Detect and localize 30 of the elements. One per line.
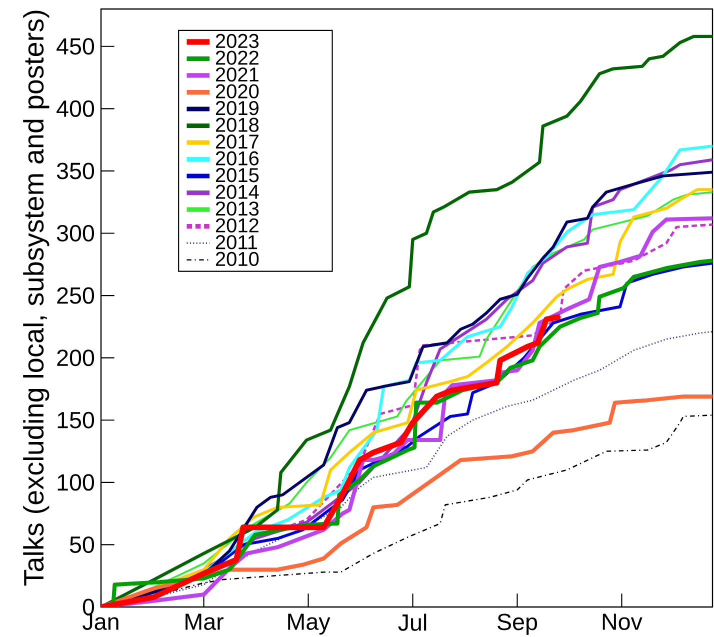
legend-label: 2023 [216, 34, 259, 48]
legend-label: 2016 [216, 151, 259, 166]
legend-label: 2020 [216, 84, 259, 98]
x-tick-label: Jul [398, 614, 426, 631]
y-tick-label: 350 [56, 162, 94, 180]
x-tick-label: Nov [602, 614, 642, 630]
legend-label: 2018 [216, 118, 259, 132]
x-tick-label: Jan [82, 614, 118, 630]
y-tick-label: 400 [56, 100, 94, 117]
legend-label: 2019 [216, 100, 258, 116]
legend-label: 2015 [216, 168, 259, 182]
legend-label: 2012 [216, 218, 258, 232]
legend-label: 2013 [216, 202, 259, 216]
y-tick-label: 150 [58, 412, 94, 428]
y-tick-label: 450 [56, 38, 94, 55]
y-axis-title: Talks (excluding local, subsystem and posters) [23, 10, 50, 586]
legend-label: 2022 [216, 50, 258, 65]
y-tick-label: 300 [56, 224, 94, 242]
legend-label: 2014 [216, 184, 259, 199]
x-tick-label: Sep [498, 614, 538, 635]
legend-label: 2017 [216, 134, 258, 149]
x-tick-label: Mar [186, 614, 224, 630]
legend-label: 2021 [216, 67, 258, 82]
legend-label: 2010 [216, 252, 259, 266]
legend-label: 2011 [216, 235, 257, 250]
x-tick-label: May [288, 614, 330, 635]
y-tick-label: 200 [57, 350, 94, 366]
y-tick-label: 250 [57, 287, 94, 304]
y-tick-label: 100 [58, 474, 94, 491]
y-tick-label: 50 [70, 536, 94, 553]
